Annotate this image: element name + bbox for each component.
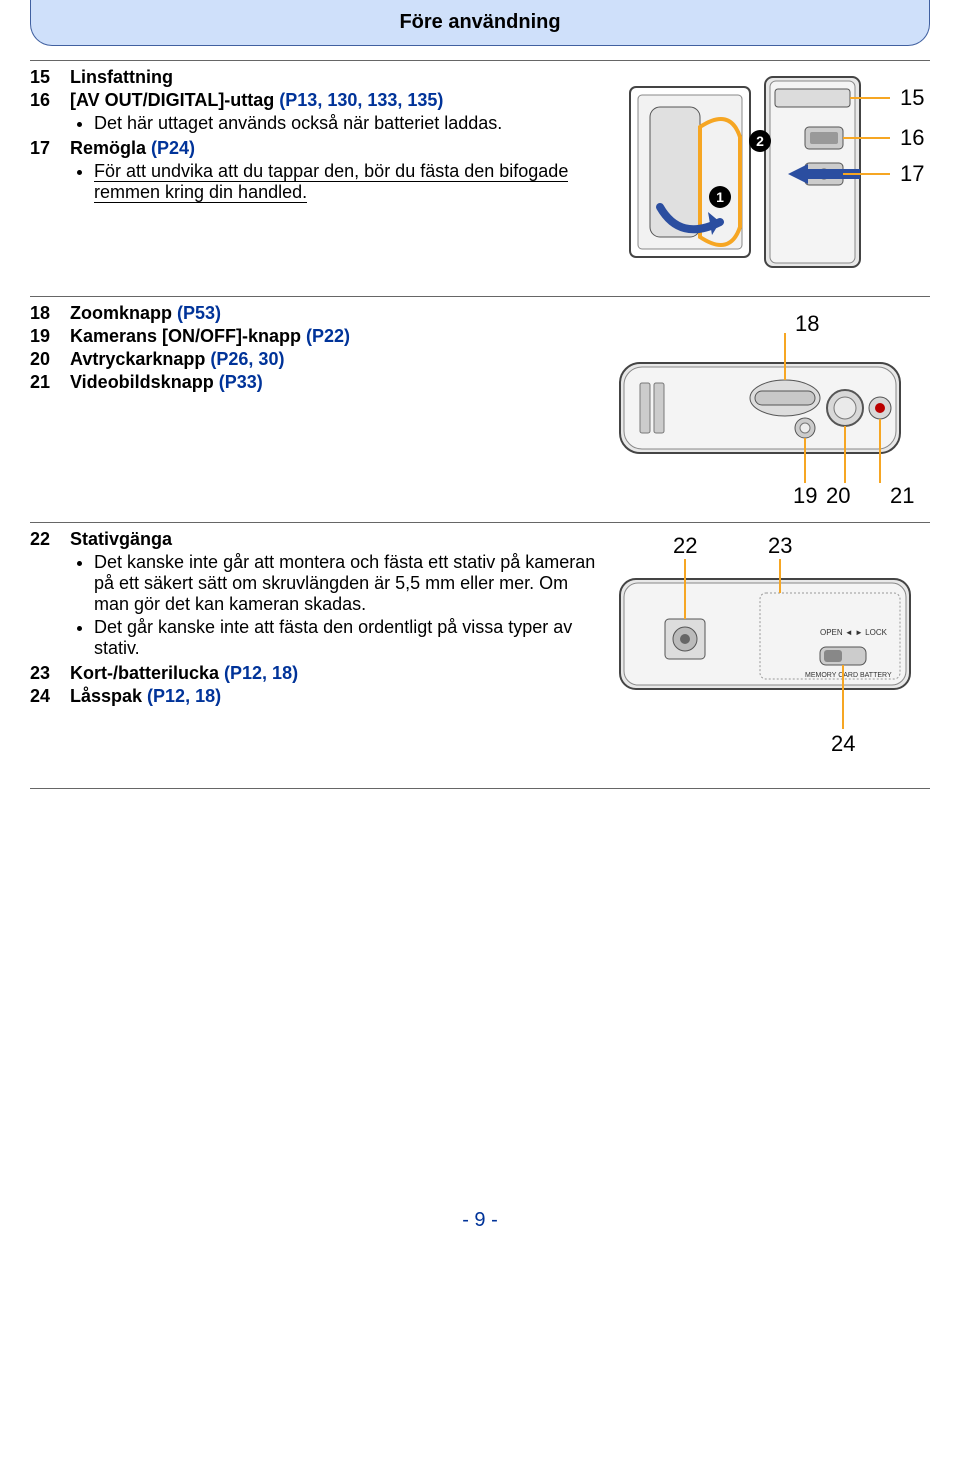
callout-22: 22 <box>673 533 697 558</box>
item-18: 18 Zoomknapp (P53) <box>30 303 602 324</box>
item-title: Stativgänga <box>70 529 172 549</box>
page-ref[interactable]: (P53) <box>177 303 221 323</box>
callout-21: 21 <box>890 483 914 508</box>
item-num: 22 <box>30 529 70 661</box>
rule-top <box>30 60 930 61</box>
item-title-pre: [AV OUT/DIGITAL]-uttag <box>70 90 279 110</box>
callout-20: 20 <box>826 483 850 508</box>
rule-2 <box>30 522 930 523</box>
page-ref[interactable]: (P26, 30) <box>210 349 284 369</box>
item-title-pre: Kamerans [ON/OFF]-knapp <box>70 326 306 346</box>
page-ref[interactable]: (P33) <box>219 372 263 392</box>
item-17: 17 Remögla (P24) För att undvika att du … <box>30 138 602 205</box>
page-number: - 9 - <box>30 1209 930 1232</box>
label-open-lock: OPEN ◄ ► LOCK <box>820 628 888 637</box>
item-title-pre: Zoomknapp <box>70 303 177 323</box>
callout-18: 18 <box>795 311 819 336</box>
section-header-title: Före användning <box>399 11 560 34</box>
item-num: 20 <box>30 349 70 370</box>
callout-23: 23 <box>768 533 792 558</box>
item-15: 15 Linsfattning <box>30 67 602 88</box>
page-ref[interactable]: (P22) <box>306 326 350 346</box>
callout-16: 16 <box>900 125 924 150</box>
item-24: 24 Låsspak (P12, 18) <box>30 686 602 707</box>
item-title-pre: Kort-/batterilucka <box>70 663 224 683</box>
rule-3 <box>30 788 930 789</box>
item-23: 23 Kort-/batterilucka (P12, 18) <box>30 663 602 684</box>
item-bullet-underline: För att undvika att du tappar den, bör d… <box>94 161 602 203</box>
item-num: 19 <box>30 326 70 347</box>
svg-text:1: 1 <box>716 189 724 205</box>
item-title-pre: Remögla <box>70 138 151 158</box>
item-19: 19 Kamerans [ON/OFF]-knapp (P22) <box>30 326 602 347</box>
item-num: 24 <box>30 686 70 707</box>
item-title-pre: Avtryckarknapp <box>70 349 210 369</box>
svg-text:2: 2 <box>756 133 764 149</box>
callout-24: 24 <box>831 731 855 756</box>
item-bullet: Det här uttaget används också när batter… <box>94 113 602 134</box>
item-num: 15 <box>30 67 70 88</box>
figure-bottom-view: OPEN ◄ ► LOCK MEMORY CARD BATTERY 22 23 … <box>610 529 930 779</box>
item-num: 17 <box>30 138 70 205</box>
item-16: 16 [AV OUT/DIGITAL]-uttag (P13, 130, 133… <box>30 90 602 136</box>
item-bullet: Det går kanske inte att fästa den ordent… <box>94 617 602 659</box>
figure-top-view: 18 19 20 21 <box>610 303 930 513</box>
item-num: 16 <box>30 90 70 136</box>
section-1: 15 Linsfattning 16 [AV OUT/DIGITAL]-utta… <box>30 67 930 292</box>
item-title-pre: Videobildsknapp <box>70 372 219 392</box>
page-ref[interactable]: (P12, 18) <box>147 686 221 706</box>
item-num: 18 <box>30 303 70 324</box>
label-mem-batt: MEMORY CARD BATTERY <box>805 672 892 679</box>
callout-17: 17 <box>900 161 924 186</box>
section-2: 18 Zoomknapp (P53) 19 Kamerans [ON/OFF]-… <box>30 303 930 518</box>
page-ref[interactable]: (P13, 130, 133, 135) <box>279 90 443 110</box>
page-ref[interactable]: (P24) <box>151 138 195 158</box>
figure-side-ports: 1 2 15 16 17 <box>610 67 930 287</box>
item-21: 21 Videobildsknapp (P33) <box>30 372 602 393</box>
item-20: 20 Avtryckarknapp (P26, 30) <box>30 349 602 370</box>
callout-19: 19 <box>793 483 817 508</box>
rule-1 <box>30 296 930 297</box>
page-ref[interactable]: (P12, 18) <box>224 663 298 683</box>
item-num: 23 <box>30 663 70 684</box>
section-header: Före användning <box>30 0 930 46</box>
section-3: 22 Stativgänga Det kanske inte går att m… <box>30 529 930 784</box>
item-title-pre: Låsspak <box>70 686 147 706</box>
callout-15: 15 <box>900 85 924 110</box>
item-bullet: Det kanske inte går att montera och fäst… <box>94 552 602 615</box>
item-title: Linsfattning <box>70 67 173 87</box>
item-num: 21 <box>30 372 70 393</box>
item-22: 22 Stativgänga Det kanske inte går att m… <box>30 529 602 661</box>
